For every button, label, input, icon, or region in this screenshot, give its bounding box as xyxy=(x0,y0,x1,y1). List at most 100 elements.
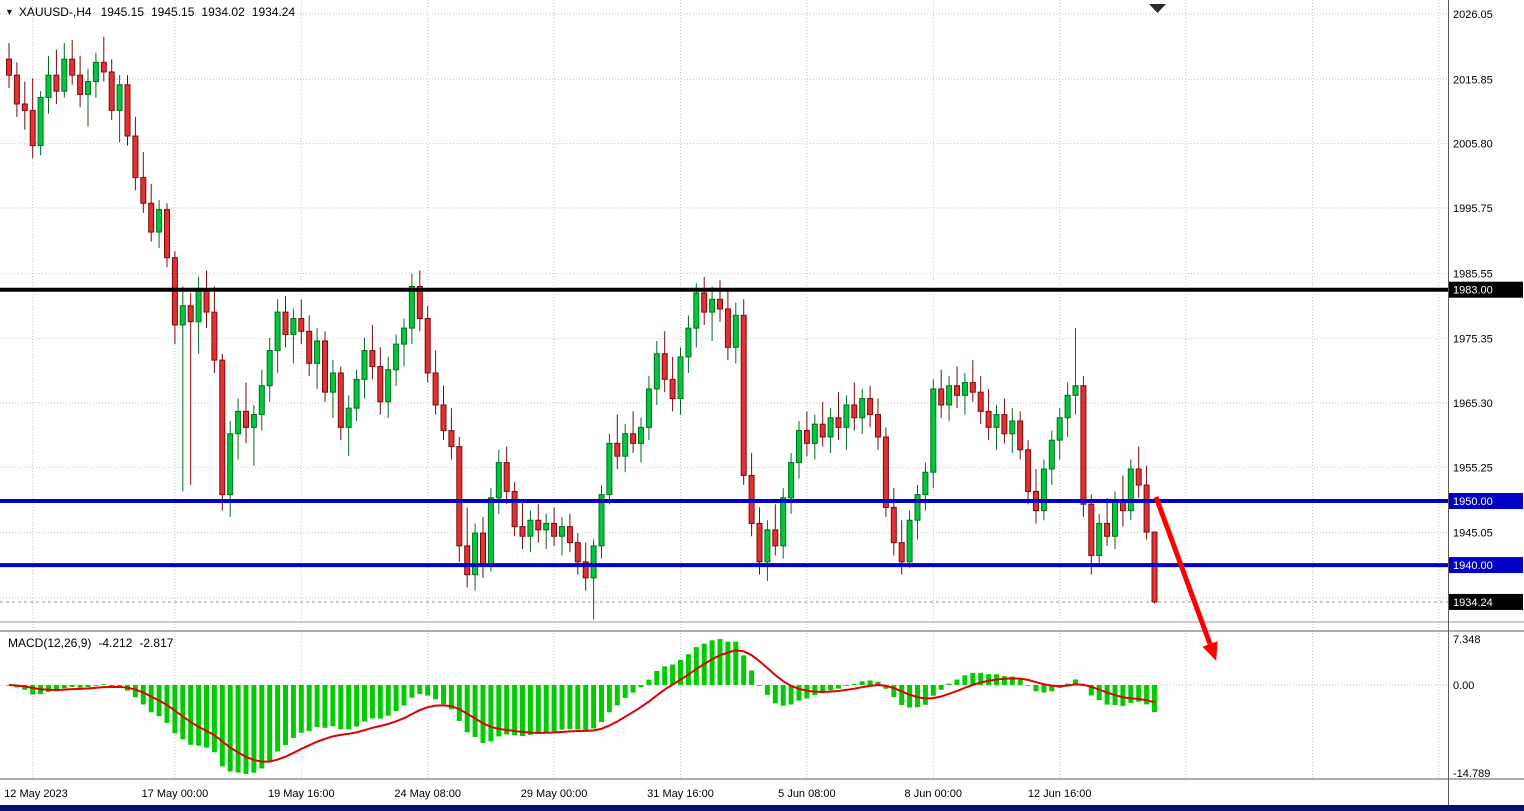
time-axis-label: 31 May 16:00 xyxy=(647,788,714,800)
candle xyxy=(906,510,913,569)
candle xyxy=(669,356,676,412)
chart-shift-marker-icon[interactable] xyxy=(1149,4,1166,13)
candle xyxy=(843,395,850,450)
candle xyxy=(614,414,621,470)
candle xyxy=(274,299,281,373)
candle xyxy=(1033,469,1039,524)
candle xyxy=(472,523,479,591)
candle xyxy=(416,270,423,332)
chart-title-open: 1945.15 xyxy=(100,5,144,19)
time-axis-label: 17 May 00:00 xyxy=(142,788,209,800)
macd-axis[interactable]: 7.348 0.00 -14.789 xyxy=(1453,634,1490,780)
trend-arrow-annotation[interactable] xyxy=(1153,496,1218,661)
candle xyxy=(938,369,945,418)
candle xyxy=(748,452,755,537)
price-axis-label: 2015.85 xyxy=(1453,74,1493,86)
macd-name: MACD(12,26,9) xyxy=(8,636,92,650)
candle xyxy=(108,59,115,120)
candle xyxy=(1088,494,1095,575)
candle xyxy=(1017,411,1024,460)
price-axis-label: 2005.80 xyxy=(1453,139,1493,151)
candle xyxy=(132,116,139,191)
candle xyxy=(875,398,881,450)
price-axis[interactable]: 2026.05 2015.85 2005.80 1995.75 1985.55 1975.… xyxy=(1449,9,1523,610)
macd-main-value: -4.212 xyxy=(98,636,133,650)
price-axis-label: 2026.05 xyxy=(1453,9,1493,21)
candle xyxy=(867,385,874,428)
time-axis-label: 12 May 2023 xyxy=(4,788,68,800)
price-axis-label: 1985.55 xyxy=(1453,268,1493,280)
price-axis-label: 1945.05 xyxy=(1453,528,1493,540)
candle xyxy=(61,43,68,98)
candle xyxy=(77,55,84,108)
candle xyxy=(480,517,486,578)
candle xyxy=(322,331,328,402)
candle xyxy=(1104,497,1111,546)
candle xyxy=(661,331,668,393)
candle xyxy=(1135,446,1142,498)
price-axis-label: 1965.30 xyxy=(1453,398,1493,410)
candle xyxy=(590,539,597,620)
candle xyxy=(724,289,731,361)
time-axis[interactable]: 12 May 2023 17 May 00:00 19 May 16:00 24 Ma… xyxy=(4,788,1091,800)
price-axis-label: 1995.75 xyxy=(1453,203,1493,215)
macd-axis-min-label: -14.789 xyxy=(1453,768,1490,780)
level-lines-layer xyxy=(0,287,1448,568)
candle xyxy=(187,292,194,486)
candle xyxy=(377,347,384,415)
svg-text:1983.00: 1983.00 xyxy=(1453,285,1493,297)
candle xyxy=(638,417,644,463)
time-axis-label: 19 May 16:00 xyxy=(268,788,335,800)
chart-title-close: 1934.24 xyxy=(251,5,296,19)
candle xyxy=(13,62,20,117)
candle xyxy=(551,507,558,546)
price-tag-1940.00: 1940.00 xyxy=(1449,557,1523,574)
candle xyxy=(566,513,573,553)
candle xyxy=(772,504,779,556)
candle xyxy=(140,152,147,213)
candle xyxy=(946,376,953,421)
price-tag-1983.00: 1983.00 xyxy=(1449,281,1523,298)
candle xyxy=(124,75,131,146)
candle xyxy=(630,411,637,453)
svg-text:1950.00: 1950.00 xyxy=(1453,496,1493,508)
candle xyxy=(574,533,581,575)
candle xyxy=(361,337,368,399)
candle xyxy=(1080,376,1087,518)
candle xyxy=(622,424,629,473)
candle xyxy=(961,372,968,415)
candle xyxy=(930,379,937,489)
candle xyxy=(211,286,218,373)
candle xyxy=(653,340,660,405)
candle xyxy=(1048,430,1055,486)
candle xyxy=(353,369,360,421)
candle xyxy=(85,68,91,127)
candle xyxy=(811,414,818,460)
candle xyxy=(1040,459,1047,521)
candle xyxy=(693,283,700,348)
candle xyxy=(859,388,866,434)
candle xyxy=(432,350,439,415)
candle xyxy=(519,501,526,550)
candle xyxy=(69,39,76,85)
macd-axis-zero-label: 0.00 xyxy=(1453,680,1474,692)
candle xyxy=(29,78,36,159)
macd-signal-line xyxy=(8,649,1155,763)
candle xyxy=(977,376,984,425)
candle xyxy=(345,395,352,457)
candle xyxy=(385,356,392,418)
candle xyxy=(53,49,60,104)
candle xyxy=(369,324,376,380)
candle xyxy=(314,328,321,389)
candle xyxy=(203,270,210,329)
candle xyxy=(740,299,747,486)
candle xyxy=(235,398,242,460)
chart-title-high: 1945.15 xyxy=(151,5,195,19)
macd-signal-value: -2.817 xyxy=(139,636,174,650)
symbol-dropdown-icon: ▼ xyxy=(5,6,14,17)
candle xyxy=(535,504,542,543)
candle xyxy=(1009,408,1016,453)
candle xyxy=(527,510,534,553)
candle xyxy=(1096,513,1103,566)
